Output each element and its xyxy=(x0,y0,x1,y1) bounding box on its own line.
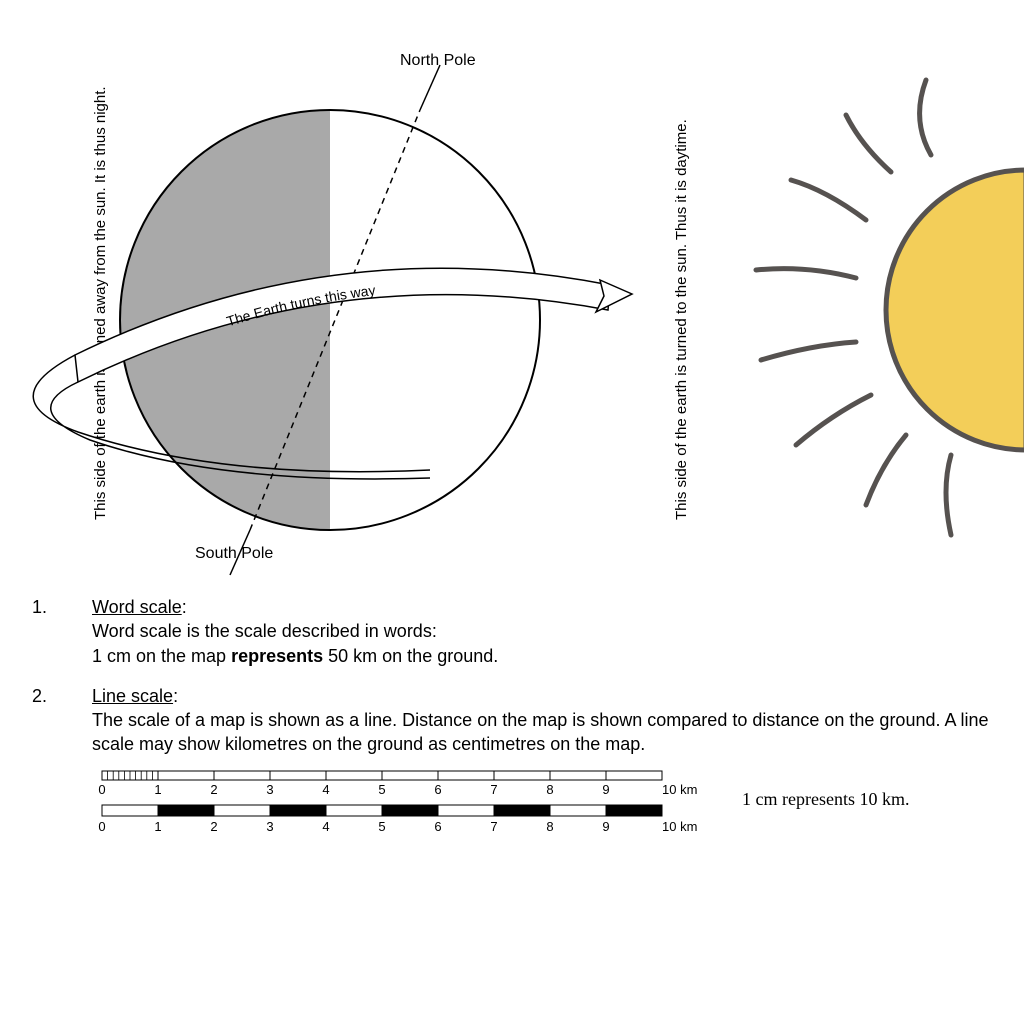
svg-text:5: 5 xyxy=(378,819,385,834)
item-content: Line scale:The scale of a map is shown a… xyxy=(92,684,992,835)
svg-text:4: 4 xyxy=(322,819,329,834)
item-line: 1 cm on the map represents 50 km on the … xyxy=(92,644,992,668)
svg-text:10 km: 10 km xyxy=(662,819,697,834)
item-line: The scale of a map is shown as a line. D… xyxy=(92,708,992,757)
sun-svg xyxy=(726,60,1024,560)
svg-text:5: 5 xyxy=(378,782,385,797)
svg-text:3: 3 xyxy=(266,819,273,834)
svg-text:2: 2 xyxy=(210,819,217,834)
item-content: Word scale:Word scale is the scale descr… xyxy=(92,595,992,668)
text-content: 1.Word scale:Word scale is the scale des… xyxy=(32,595,992,851)
svg-text:7: 7 xyxy=(490,819,497,834)
svg-text:0: 0 xyxy=(98,819,105,834)
svg-text:3: 3 xyxy=(266,782,273,797)
svg-text:1: 1 xyxy=(154,819,161,834)
item-heading: Line scale: xyxy=(92,684,992,708)
svg-text:7: 7 xyxy=(490,782,497,797)
svg-text:1: 1 xyxy=(154,782,161,797)
item-number: 1. xyxy=(32,595,92,668)
svg-text:2: 2 xyxy=(210,782,217,797)
list-item: 1.Word scale:Word scale is the scale des… xyxy=(32,595,992,668)
svg-text:8: 8 xyxy=(546,782,553,797)
item-number: 2. xyxy=(32,684,92,835)
earth-svg: The Earth turns this way xyxy=(0,40,700,600)
linescale-caption: 1 cm represents 10 km. xyxy=(742,787,909,811)
earth-sun-diagram: This side of the earth is turned away fr… xyxy=(0,40,1024,570)
svg-text:6: 6 xyxy=(434,819,441,834)
svg-text:0: 0 xyxy=(98,782,105,797)
svg-text:8: 8 xyxy=(546,819,553,834)
svg-text:10 km: 10 km xyxy=(662,782,697,797)
svg-text:9: 9 xyxy=(602,819,609,834)
item-line: Word scale is the scale described in wor… xyxy=(92,619,992,643)
list-item: 2.Line scale:The scale of a map is shown… xyxy=(32,684,992,835)
line-scale: 0 1 2 3 4 5 6 7 8 9 10 km 0 1 2 3 4 5 6 7 8 9 10 km 1 cm repre… xyxy=(92,763,992,835)
svg-text:4: 4 xyxy=(322,782,329,797)
item-heading: Word scale: xyxy=(92,595,992,619)
svg-text:9: 9 xyxy=(602,782,609,797)
svg-text:6: 6 xyxy=(434,782,441,797)
